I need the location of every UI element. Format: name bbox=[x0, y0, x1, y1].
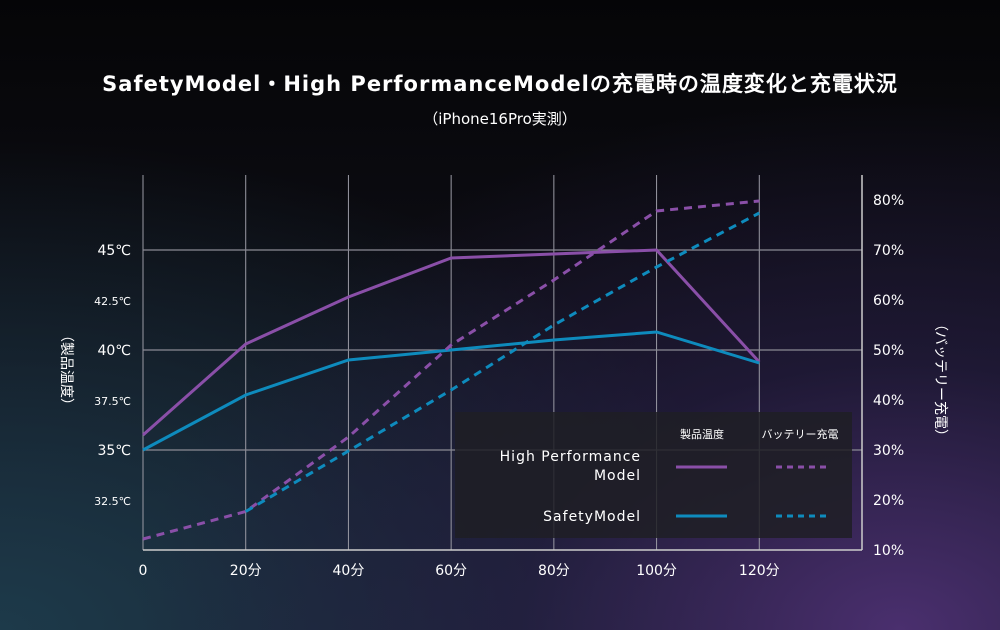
legend-col-temp: 製品温度 bbox=[680, 427, 724, 441]
x-tick-label: 60分 bbox=[435, 563, 467, 579]
y2-tick-label: 60% bbox=[873, 293, 904, 309]
y-tick-label: 45℃ bbox=[97, 243, 131, 259]
series-line-0 bbox=[142, 248, 761, 437]
series-line-3 bbox=[244, 211, 760, 513]
x-tick-label: 0 bbox=[139, 563, 148, 579]
y2-tick-label: 10% bbox=[873, 543, 904, 559]
y-tick-label: 37.5℃ bbox=[94, 395, 131, 408]
x-tick-label: 40分 bbox=[333, 563, 365, 579]
y-tick-label: 40℃ bbox=[97, 343, 131, 359]
y2-tick-label: 70% bbox=[873, 243, 904, 259]
legend-label-safety: SafetyModel bbox=[543, 509, 641, 525]
y2-tick-label: 80% bbox=[873, 193, 904, 209]
legend-label-hp-2: Model bbox=[594, 468, 641, 484]
chart-subtitle: （iPhone16Pro実測） bbox=[423, 110, 577, 128]
legend-col-battery: バッテリー充電 bbox=[762, 427, 839, 441]
x-tick-label: 20分 bbox=[230, 563, 262, 579]
y2-axis-label: （バッテリー充電） bbox=[932, 317, 948, 443]
chart-title: SafetyModel・High PerformanceModelの充電時の温度… bbox=[102, 72, 898, 96]
y2-tick-label: 50% bbox=[873, 343, 904, 359]
legend-box bbox=[455, 412, 852, 538]
x-tick-label: 120分 bbox=[739, 563, 780, 579]
y-tick-label: 42.5℃ bbox=[94, 295, 131, 308]
x-tick-label: 80分 bbox=[538, 563, 570, 579]
y-axis-label: （製品温度） bbox=[58, 328, 74, 412]
y-tick-label: 32.5℃ bbox=[94, 495, 131, 508]
y2-tick-label: 40% bbox=[873, 393, 904, 409]
legend-label-hp: High Performance bbox=[500, 449, 641, 465]
y2-tick-label: 30% bbox=[873, 443, 904, 459]
y-tick-label: 35℃ bbox=[97, 443, 131, 459]
x-tick-label: 100分 bbox=[636, 563, 677, 579]
y2-tick-label: 20% bbox=[873, 493, 904, 509]
